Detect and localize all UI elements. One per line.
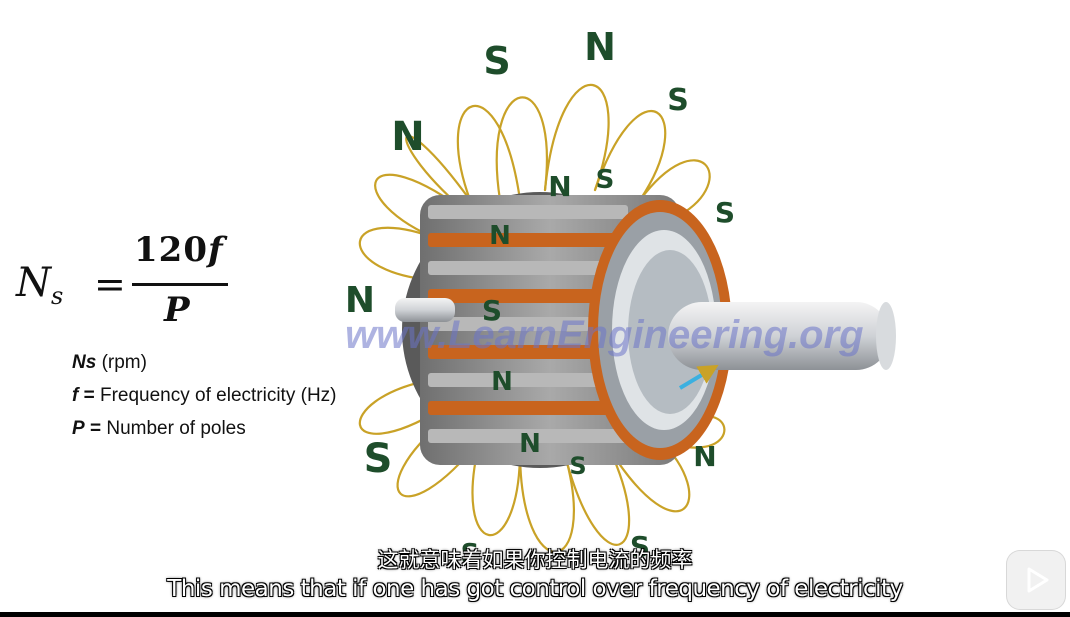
north-pole-label: N	[548, 170, 571, 203]
field-line	[471, 438, 522, 537]
field-line	[358, 378, 442, 435]
subtitle-chinese: 这就意味着如果你控制电流的频率	[377, 548, 693, 572]
field-line	[518, 448, 575, 553]
north-pole-label: N	[345, 280, 375, 321]
north-pole-label: N	[584, 25, 616, 69]
field-line	[456, 104, 522, 202]
player-bottom-bar	[0, 612, 1070, 617]
north-pole-label: N	[519, 429, 541, 459]
formula-legend: Ns (rpm) f = Frequency of electricity (H…	[72, 346, 337, 445]
stator-slot	[428, 205, 628, 219]
south-pole-label: S	[461, 539, 480, 569]
fraction-bar	[132, 283, 228, 286]
south-pole-label: S	[483, 39, 510, 83]
stator-slot	[428, 373, 628, 387]
legend-equals: =	[78, 385, 100, 406]
subtitle-english: This means that if one has got control o…	[167, 576, 903, 602]
field-line	[405, 135, 472, 217]
field-line	[593, 109, 667, 202]
legend-symbol: f	[72, 385, 79, 406]
south-pole-label: S	[596, 165, 615, 195]
legend-row-p: P = Number of poles	[72, 412, 337, 445]
field-line	[396, 418, 482, 498]
field-line	[374, 173, 472, 242]
legend-row-ns: Ns (rpm)	[72, 346, 337, 379]
stator-slot	[428, 401, 628, 415]
formula-denominator: P	[164, 290, 190, 330]
stator-slot	[428, 317, 628, 331]
stator-slots	[428, 205, 628, 443]
formula-equals: =	[94, 262, 126, 306]
stator-slot	[428, 261, 628, 275]
field-line	[638, 159, 711, 217]
formula-lhs: Ns	[16, 260, 64, 310]
north-pole-label: N	[693, 440, 716, 473]
field-line	[495, 96, 548, 202]
south-pole-label: S	[630, 530, 650, 563]
north-pole-label: N	[391, 114, 424, 160]
rotor-shaft	[395, 298, 896, 390]
stator-slot	[428, 429, 628, 443]
south-pole-label: S	[364, 436, 393, 482]
north-pole-label: N	[491, 367, 513, 397]
legend-text: Frequency of electricity (Hz)	[99, 385, 337, 406]
north-pole-label: N	[489, 221, 511, 251]
watermark-text: www.LearnEngineering.org	[345, 313, 864, 357]
south-pole-label: S	[482, 294, 502, 327]
field-line	[608, 438, 691, 513]
legend-row-f: f = Frequency of electricity (Hz)	[72, 379, 337, 412]
synchronous-speed-formula: Ns = 120f P	[16, 228, 246, 338]
south-pole-label: S	[569, 452, 586, 480]
stator-slot	[428, 345, 628, 359]
legend-symbol: P	[72, 418, 85, 439]
legend-equals: =	[84, 418, 107, 439]
field-line	[543, 83, 610, 192]
south-pole-label: S	[715, 196, 735, 229]
formula-numerator: 120f	[134, 230, 224, 270]
stator-body	[402, 192, 732, 468]
stator-slot	[428, 289, 628, 303]
legend-unit: (rpm)	[96, 352, 147, 373]
field-line	[563, 448, 631, 546]
legend-text: Number of poles	[106, 418, 246, 439]
field-line	[358, 226, 442, 282]
magnetic-field-lines	[358, 83, 726, 553]
south-pole-label: S	[667, 83, 689, 118]
play-badge-icon[interactable]	[1006, 550, 1066, 610]
legend-symbol: Ns	[72, 352, 97, 373]
stator-slot	[428, 233, 628, 247]
